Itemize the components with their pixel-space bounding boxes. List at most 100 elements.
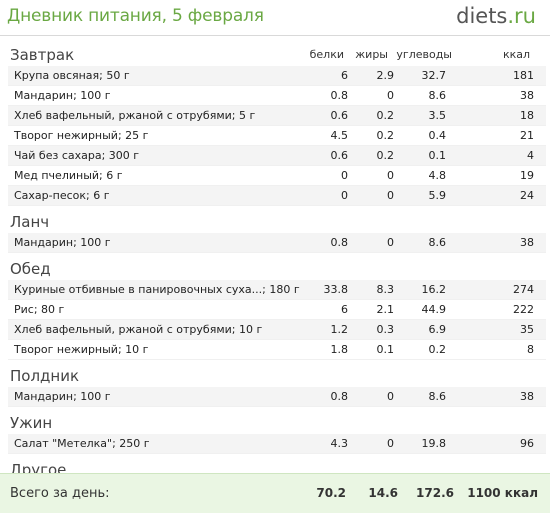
food-kcal: 181 (513, 69, 534, 82)
food-carbs: 8.6 (428, 89, 447, 102)
food-protein: 0.8 (330, 390, 349, 403)
meal-header: Ужин (0, 412, 550, 434)
total-label: Всего за день: (10, 486, 110, 501)
food-row[interactable]: Хлеб вафельный, ржаной с отрубями; 10 г 1… (8, 320, 546, 340)
page-title: Дневник питания, 5 февраля (7, 6, 264, 26)
food-row[interactable]: Сахар-песок; 6 г 0 0 5.9 24 (8, 186, 546, 206)
food-protein: 33.8 (323, 283, 349, 296)
food-name: Куриные отбивные в панировочных суха...;… (14, 283, 300, 296)
food-fat: 8.3 (376, 283, 395, 296)
food-protein: 0 (341, 189, 348, 202)
food-row[interactable]: Мед пчелиный; 6 г 0 0 4.8 19 (8, 166, 546, 186)
food-kcal: 21 (520, 129, 534, 142)
food-protein: 0.6 (330, 149, 349, 162)
meal-section: Ужин Салат "Метелка"; 250 г 4.3 0 19.8 96 (0, 412, 550, 459)
total-protein: 70.2 (316, 486, 346, 500)
meal-items: Мандарин; 100 г 0.8 0 8.6 38 (0, 233, 550, 253)
food-name: Сахар-песок; 6 г (14, 189, 110, 202)
food-row[interactable]: Крупа овсяная; 50 г 6 2.9 32.7 181 (8, 66, 546, 86)
meal-header: Ланч (0, 211, 550, 233)
food-carbs: 6.9 (428, 323, 447, 336)
food-protein: 6 (341, 69, 348, 82)
food-kcal: 8 (527, 343, 534, 356)
food-row[interactable]: Творог нежирный; 25 г 4.5 0.2 0.4 21 (8, 126, 546, 146)
food-name: Мандарин; 100 г (14, 89, 111, 102)
food-name: Мед пчелиный; 6 г (14, 169, 123, 182)
logo-main-text: diets (456, 4, 508, 28)
total-kcal: 1100 ккал (467, 486, 538, 500)
food-fat: 0.2 (376, 109, 395, 122)
food-fat: 0.3 (376, 323, 395, 336)
meal-title: Обед (10, 260, 51, 278)
meal-items: Салат "Метелка"; 250 г 4.3 0 19.8 96 (0, 434, 550, 454)
food-fat: 2.1 (376, 303, 395, 316)
meal-section: Завтрак белки жиры углеводы ккал Крупа овсяна… (0, 44, 550, 211)
food-kcal: 35 (520, 323, 534, 336)
daily-total-bar: Всего за день: 70.2 14.6 172.6 1100 ккал (0, 473, 550, 513)
meal-items: Мандарин; 100 г 0.8 0 8.6 38 (0, 387, 550, 407)
food-kcal: 274 (513, 283, 534, 296)
food-carbs: 16.2 (421, 283, 447, 296)
total-carbs: 172.6 (416, 486, 454, 500)
food-row[interactable]: Куриные отбивные в панировочных суха...;… (8, 280, 546, 300)
meal-title: Завтрак (10, 46, 75, 64)
meal-items: Крупа овсяная; 50 г 6 2.9 32.7 181 Мандарин; … (0, 66, 550, 206)
meal-header: Полдник (0, 365, 550, 387)
food-kcal: 38 (520, 89, 534, 102)
food-name: Рис; 80 г (14, 303, 65, 316)
meal-title: Полдник (10, 367, 80, 385)
food-protein: 4.3 (330, 437, 349, 450)
food-name: Крупа овсяная; 50 г (14, 69, 130, 82)
meal-section: Ланч Мандарин; 100 г 0.8 0 8.6 38 (0, 211, 550, 258)
column-header-protein: белки (309, 48, 344, 61)
food-carbs: 0.4 (428, 129, 447, 142)
food-fat: 2.9 (376, 69, 395, 82)
food-kcal: 18 (520, 109, 534, 122)
food-carbs: 19.8 (421, 437, 447, 450)
food-carbs: 0.2 (428, 343, 447, 356)
food-protein: 0.8 (330, 236, 349, 249)
food-fat: 0 (387, 437, 394, 450)
food-kcal: 96 (520, 437, 534, 450)
logo-suffix-text: .ru (507, 4, 536, 28)
food-kcal: 38 (520, 236, 534, 249)
food-row[interactable]: Хлеб вафельный, ржаной с отрубями; 5 г 0.… (8, 106, 546, 126)
food-kcal: 19 (520, 169, 534, 182)
food-row[interactable]: Мандарин; 100 г 0.8 0 8.6 38 (8, 233, 546, 253)
food-row[interactable]: Мандарин; 100 г 0.8 0 8.6 38 (8, 86, 546, 106)
meal-header: Завтрак белки жиры углеводы ккал (0, 44, 550, 66)
food-row[interactable]: Салат "Метелка"; 250 г 4.3 0 19.8 96 (8, 434, 546, 454)
meal-header: Обед (0, 258, 550, 280)
food-row[interactable]: Рис; 80 г 6 2.1 44.9 222 (8, 300, 546, 320)
food-protein: 0.6 (330, 109, 349, 122)
food-carbs: 8.6 (428, 236, 447, 249)
food-row[interactable]: Чай без сахара; 300 г 0.6 0.2 0.1 4 (8, 146, 546, 166)
food-name: Салат "Метелка"; 250 г (14, 437, 150, 450)
food-kcal: 4 (527, 149, 534, 162)
food-fat: 0 (387, 390, 394, 403)
food-fat: 0 (387, 89, 394, 102)
food-name: Хлеб вафельный, ржаной с отрубями; 5 г (14, 109, 256, 122)
food-row[interactable]: Мандарин; 100 г 0.8 0 8.6 38 (8, 387, 546, 407)
site-logo[interactable]: diets.ru (456, 4, 536, 28)
food-carbs: 32.7 (421, 69, 447, 82)
food-fat: 0 (387, 189, 394, 202)
food-kcal: 38 (520, 390, 534, 403)
food-name: Мандарин; 100 г (14, 236, 111, 249)
meal-items: Куриные отбивные в панировочных суха...;… (0, 280, 550, 360)
food-fat: 0.2 (376, 149, 395, 162)
page-header: Дневник питания, 5 февраля diets.ru (0, 0, 550, 36)
food-carbs: 8.6 (428, 390, 447, 403)
food-protein: 1.8 (330, 343, 349, 356)
meal-title: Ужин (10, 414, 53, 432)
column-header-carbs: углеводы (396, 48, 452, 61)
meal-section: Обед Куриные отбивные в панировочных суха… (0, 258, 550, 365)
food-name: Творог нежирный; 25 г (14, 129, 149, 142)
header-divider (0, 35, 550, 36)
food-fat: 0 (387, 169, 394, 182)
food-name: Мандарин; 100 г (14, 390, 111, 403)
food-carbs: 3.5 (428, 109, 447, 122)
food-row[interactable]: Творог нежирный; 10 г 1.8 0.1 0.2 8 (8, 340, 546, 360)
food-name: Творог нежирный; 10 г (14, 343, 149, 356)
food-protein: 4.5 (330, 129, 349, 142)
